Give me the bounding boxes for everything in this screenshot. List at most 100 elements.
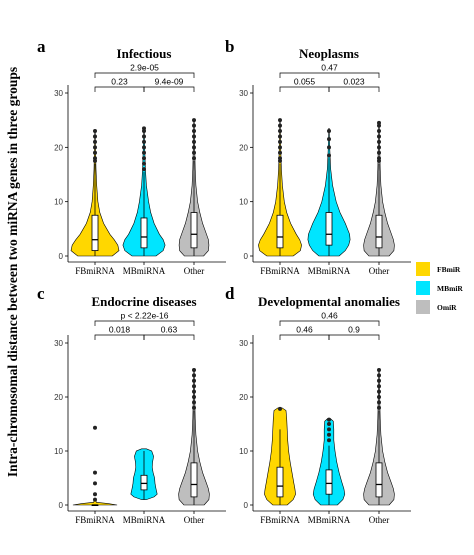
outlier-point bbox=[278, 145, 282, 150]
y-tick-label: 0 bbox=[244, 501, 249, 510]
outlier-point bbox=[327, 422, 331, 426]
panel-c: c Endocrine diseases 0 10 20 30 FBmiRNA MBmiRNA… bbox=[37, 284, 226, 525]
outlier-point bbox=[278, 150, 282, 155]
panel-title: Infectious bbox=[117, 46, 172, 61]
outlier-point bbox=[377, 156, 381, 161]
comparison-bracket bbox=[279, 72, 380, 78]
outlier-point bbox=[142, 139, 146, 144]
comparison-p-value: 0.9 bbox=[348, 325, 360, 335]
panels: a Infectious 0 10 20 30 FBmiRNA MBmiRNA Other 2.9… bbox=[37, 37, 411, 525]
y-tick-label: 0 bbox=[59, 252, 64, 261]
y-tick-label: 0 bbox=[244, 252, 249, 261]
x-tick-label: MBmiRNA bbox=[123, 515, 166, 525]
outlier-point bbox=[142, 126, 146, 131]
panel-title: Neoplasms bbox=[299, 46, 359, 61]
outlier-point bbox=[377, 389, 381, 394]
y-tick-label: 10 bbox=[54, 198, 63, 207]
comparison-p-value: 2.9e-05 bbox=[130, 63, 159, 73]
panel-letter: b bbox=[225, 37, 234, 56]
box bbox=[190, 462, 198, 498]
outlier-point bbox=[327, 153, 331, 158]
outlier-point bbox=[278, 129, 282, 134]
legend-label: FBmiR bbox=[437, 265, 461, 274]
outlier-point bbox=[327, 129, 331, 134]
box bbox=[140, 217, 148, 249]
outlier-point bbox=[93, 481, 97, 486]
comparison-bracket bbox=[279, 320, 380, 326]
outlier-point bbox=[327, 137, 331, 142]
outlier-point bbox=[142, 134, 146, 139]
outlier-point bbox=[192, 118, 196, 123]
outlier-point bbox=[377, 400, 381, 405]
y-tick-label: 30 bbox=[239, 339, 248, 348]
outlier-point bbox=[327, 145, 331, 150]
box bbox=[375, 214, 383, 249]
x-tick-label: FBmiRNA bbox=[75, 266, 115, 276]
box bbox=[190, 212, 198, 249]
outlier-point bbox=[278, 156, 282, 161]
outlier-point bbox=[278, 123, 282, 128]
x-tick-label: Other bbox=[184, 266, 205, 276]
outlier-point bbox=[192, 368, 196, 372]
box bbox=[276, 466, 284, 498]
y-tick-label: 30 bbox=[239, 89, 248, 98]
box bbox=[91, 214, 99, 251]
outlier-point bbox=[192, 405, 196, 410]
outlier-point bbox=[93, 470, 97, 475]
legend-label: OmiR bbox=[437, 303, 457, 312]
outlier-point bbox=[327, 427, 331, 432]
outlier-point bbox=[93, 156, 97, 161]
comparison-p-value: p < 2.22e-16 bbox=[121, 311, 169, 321]
panel-title: Endocrine diseases bbox=[91, 294, 196, 309]
outlier-point bbox=[192, 150, 196, 155]
panel-d: d Developmental anomalies 0 10 20 30 FBmiRNA MB… bbox=[225, 284, 411, 525]
comparison-p-value: 0.018 bbox=[109, 325, 131, 335]
outlier-point bbox=[327, 432, 331, 437]
comparison-bracket bbox=[94, 334, 145, 340]
comparison-p-value: 0.63 bbox=[161, 325, 178, 335]
panel-letter: d bbox=[225, 284, 235, 303]
x-tick-label: Other bbox=[184, 515, 205, 525]
outlier-point bbox=[278, 139, 282, 144]
outlier-point bbox=[192, 129, 196, 134]
comparison-p-value: 0.46 bbox=[321, 311, 338, 321]
x-tick-label: Other bbox=[369, 266, 390, 276]
y-tick-label: 20 bbox=[54, 143, 63, 152]
outlier-point bbox=[192, 378, 196, 383]
comparison-bracket bbox=[94, 320, 195, 326]
box bbox=[276, 214, 284, 249]
comparison-p-value: 0.023 bbox=[343, 77, 365, 87]
box bbox=[375, 462, 383, 498]
x-tick-label: MBmiRNA bbox=[308, 515, 351, 525]
box bbox=[325, 212, 333, 246]
panel-letter: a bbox=[37, 37, 46, 56]
box bbox=[140, 474, 148, 491]
outlier-point bbox=[192, 400, 196, 405]
outlier-point bbox=[93, 497, 97, 502]
outlier-point bbox=[327, 417, 331, 422]
comparison-bracket bbox=[94, 72, 195, 78]
legend-swatch-MBmiR bbox=[416, 281, 430, 295]
outlier-point bbox=[192, 139, 196, 144]
outlier-point bbox=[192, 384, 196, 389]
outlier-point bbox=[192, 395, 196, 399]
comparison-bracket bbox=[328, 86, 380, 92]
x-tick-label: FBmiRNA bbox=[75, 515, 115, 525]
outlier-point bbox=[93, 145, 97, 150]
outlier-point bbox=[377, 405, 381, 410]
outlier-point bbox=[192, 389, 196, 394]
outlier-point bbox=[377, 129, 381, 134]
legend-swatch-OmiR bbox=[416, 300, 430, 314]
outlier-point bbox=[93, 129, 97, 134]
panel-b: b Neoplasms 0 10 20 30 FBmiRNA MBmiRNA Other 0.47… bbox=[225, 37, 411, 276]
panel-title: Developmental anomalies bbox=[258, 294, 400, 309]
y-tick-label: 10 bbox=[54, 447, 63, 456]
y-tick-label: 20 bbox=[239, 393, 248, 402]
outlier-point bbox=[142, 150, 146, 155]
comparison-bracket bbox=[143, 334, 195, 340]
outlier-point bbox=[377, 384, 381, 389]
outlier-point bbox=[192, 156, 196, 161]
outlier-point bbox=[278, 406, 282, 411]
y-tick-label: 30 bbox=[54, 339, 63, 348]
comparison-bracket bbox=[328, 334, 380, 340]
